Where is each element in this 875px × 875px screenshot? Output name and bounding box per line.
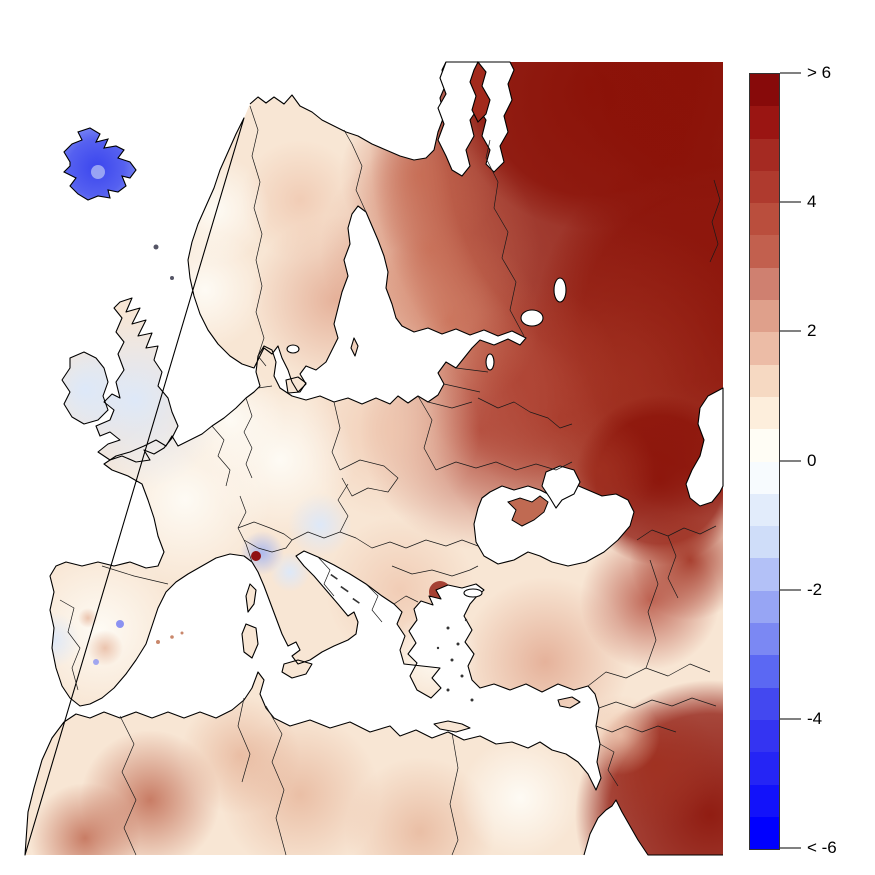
faroe-islands bbox=[153, 244, 159, 250]
colorbar-segment bbox=[750, 784, 779, 817]
colorbar-segment bbox=[750, 235, 779, 268]
sicily bbox=[281, 659, 313, 679]
lake-vanern bbox=[286, 344, 300, 354]
sea-of-marmara bbox=[463, 588, 483, 598]
crimea bbox=[507, 495, 549, 527]
colorbar-tick-label: 4 bbox=[807, 192, 817, 212]
sea-of-azov bbox=[541, 465, 581, 509]
cyprus bbox=[557, 696, 581, 709]
colorbar-tick-label: -2 bbox=[807, 579, 823, 599]
colorbar-segment bbox=[750, 719, 779, 753]
colorbar-tick-mark bbox=[780, 847, 801, 849]
colorbar-tick-mark bbox=[780, 330, 801, 333]
lake-onega bbox=[553, 277, 567, 303]
gotland bbox=[350, 337, 359, 357]
colorbar-tick-label: 2 bbox=[807, 321, 817, 341]
crete bbox=[433, 720, 471, 733]
colorbar-tick-mark bbox=[780, 588, 801, 591]
colorbar-segment bbox=[750, 687, 779, 720]
colorbar-tick-mark bbox=[780, 459, 801, 462]
colorbar-segment bbox=[750, 396, 779, 430]
colorbar-segment bbox=[750, 332, 779, 365]
colorbar-segment bbox=[750, 170, 779, 204]
colorbar-segment bbox=[750, 138, 779, 171]
colorbar bbox=[749, 73, 780, 850]
colorbar-ticks: > 6 4 2 0 -2 -4 < -6 bbox=[780, 64, 875, 857]
colorbar-tick-mark bbox=[780, 201, 801, 204]
ireland bbox=[61, 351, 109, 425]
colorbar-segment bbox=[750, 461, 779, 494]
colorbar-tick-label: -4 bbox=[807, 708, 823, 728]
lake-ladoga bbox=[520, 309, 544, 327]
small-islands bbox=[156, 573, 474, 702]
lake-peipus bbox=[485, 353, 495, 371]
country-borders bbox=[59, 105, 721, 856]
colorbar-segment bbox=[750, 429, 779, 462]
iceland-light-patch bbox=[91, 165, 105, 179]
colorbar-segment bbox=[750, 74, 779, 107]
colorbar-segment bbox=[750, 816, 779, 850]
colorbar-segment bbox=[750, 493, 779, 527]
danish-isles bbox=[285, 376, 307, 394]
colorbar-segment bbox=[750, 752, 779, 785]
colorbar-segment bbox=[750, 526, 779, 559]
colorbar-segment bbox=[750, 267, 779, 301]
corsica bbox=[245, 583, 257, 613]
iceland bbox=[63, 127, 137, 201]
colorbar-segment bbox=[750, 203, 779, 236]
colorbar-segment bbox=[750, 623, 779, 656]
colorbar-tick-label: < -6 bbox=[807, 838, 837, 857]
colorbar-segment bbox=[750, 590, 779, 624]
colorbar-tick-label: 0 bbox=[807, 450, 817, 470]
shetland-islands bbox=[170, 276, 174, 280]
caspian-sea bbox=[685, 387, 724, 507]
colorbar-segment bbox=[750, 558, 779, 591]
kanin-peninsula bbox=[469, 60, 491, 123]
colorbar-segment bbox=[750, 364, 779, 397]
colorbar-tick-mark bbox=[780, 717, 801, 720]
sardinia bbox=[241, 623, 259, 659]
colorbar-tick-label: > 6 bbox=[807, 63, 832, 82]
colorbar-segment bbox=[750, 655, 779, 688]
colorbar-segment bbox=[750, 106, 779, 139]
colorbar-tick-mark bbox=[780, 72, 801, 74]
great-britain bbox=[95, 297, 179, 463]
colorbar-segment bbox=[750, 300, 779, 333]
